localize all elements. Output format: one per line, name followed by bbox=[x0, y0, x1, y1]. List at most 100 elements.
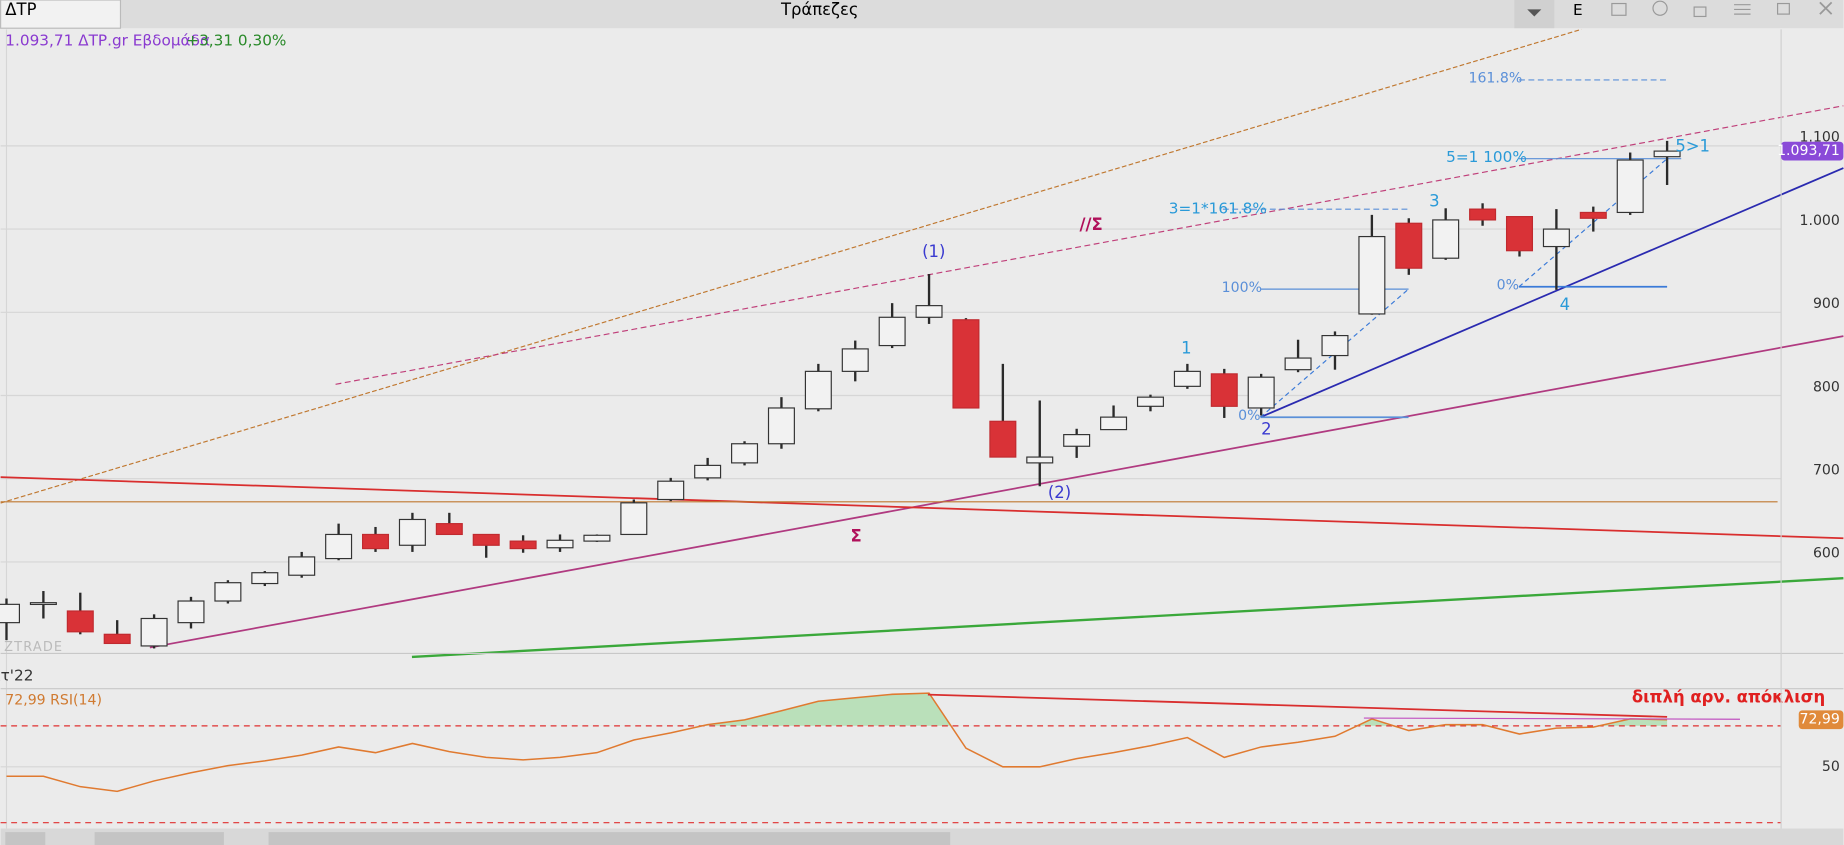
candle-body bbox=[1469, 208, 1497, 221]
candle-body bbox=[435, 523, 463, 536]
trend-line bbox=[0, 28, 1582, 504]
restore-icon[interactable] bbox=[1776, 2, 1790, 15]
channel-label: //Σ bbox=[1079, 215, 1102, 234]
menu-icon[interactable] bbox=[1734, 4, 1751, 15]
divergence-label: διπλή αρν. απόκλιση bbox=[1632, 688, 1825, 707]
trend-line bbox=[1260, 167, 1844, 419]
channel-label: Σ bbox=[851, 527, 862, 546]
x-tick-label: Οκτ'22 bbox=[0, 666, 33, 684]
candle-body bbox=[472, 533, 500, 546]
candle-body bbox=[1247, 376, 1275, 409]
candle-body bbox=[29, 602, 57, 606]
candle-body bbox=[103, 633, 131, 645]
window-title: Τράπεζες bbox=[780, 0, 859, 19]
candle-body bbox=[1542, 228, 1570, 248]
candle-body bbox=[251, 572, 279, 585]
marks bbox=[0, 140, 1782, 793]
fib-label: 5=1 100% bbox=[1446, 148, 1527, 166]
change-label: +3,31 0,30% bbox=[186, 32, 286, 50]
candle-body bbox=[1616, 159, 1644, 214]
tab[interactable] bbox=[268, 832, 951, 845]
fib-label: 0% bbox=[1497, 278, 1519, 294]
candle-body bbox=[398, 518, 426, 546]
y-tick-label: 600 bbox=[1813, 546, 1840, 562]
divergence-line bbox=[1363, 717, 1740, 720]
wave-label: (1) bbox=[922, 242, 945, 261]
candle-body bbox=[952, 319, 980, 409]
candle-body bbox=[657, 480, 685, 501]
candle-body bbox=[1063, 434, 1091, 447]
y-tick-label: 800 bbox=[1813, 379, 1840, 395]
y-tick-label: 900 bbox=[1813, 296, 1840, 312]
candle-body bbox=[177, 600, 205, 624]
candle-body bbox=[0, 603, 21, 624]
tab[interactable] bbox=[94, 832, 224, 845]
candle-body bbox=[1100, 416, 1128, 431]
candle-body bbox=[1321, 334, 1349, 357]
candle-body bbox=[1432, 219, 1460, 259]
price-tag-label: 1.093,71 bbox=[1777, 143, 1840, 159]
candle-body bbox=[546, 539, 574, 549]
quote-label: 1.093,71 ΔΤΡ.gr Εβδομάδα bbox=[5, 32, 210, 50]
fib-label: 3=1*161.8% bbox=[1169, 200, 1267, 218]
save-icon[interactable] bbox=[1611, 2, 1627, 16]
candle-body bbox=[583, 534, 611, 542]
candle-body bbox=[509, 540, 537, 550]
candle-body bbox=[1653, 150, 1681, 158]
dropdown-icon bbox=[1527, 9, 1542, 17]
y-tick-label: 700 bbox=[1813, 462, 1840, 478]
symbol-tab[interactable] bbox=[0, 0, 122, 29]
wave-label: 4 bbox=[1560, 295, 1570, 314]
candle-body bbox=[66, 610, 94, 633]
rsi-line bbox=[6, 692, 1668, 793]
y-tick-label: 50 bbox=[1822, 759, 1840, 775]
wave-label: (2) bbox=[1048, 483, 1071, 502]
wave-label: 2 bbox=[1261, 420, 1271, 439]
wave-label: 1 bbox=[1181, 339, 1191, 358]
candle-body bbox=[620, 502, 648, 536]
lock-icon[interactable] bbox=[1693, 6, 1707, 18]
candle-body bbox=[1136, 396, 1164, 407]
candle-body bbox=[325, 533, 353, 560]
y-tick-label: 1.000 bbox=[1800, 213, 1840, 229]
watermark: ZTRADE bbox=[4, 640, 63, 655]
candle-body bbox=[915, 305, 943, 318]
trend-line bbox=[411, 577, 1844, 659]
candle-body bbox=[989, 420, 1017, 458]
candle-body bbox=[288, 556, 316, 576]
candle-body bbox=[140, 617, 168, 647]
y-tick-label: 1.100 bbox=[1800, 130, 1840, 146]
period-button[interactable]: E bbox=[1573, 1, 1583, 19]
candle-body bbox=[1210, 373, 1238, 407]
tab[interactable] bbox=[5, 832, 46, 845]
candle-body bbox=[694, 464, 722, 479]
rsi-area bbox=[6, 693, 1668, 726]
candle-body bbox=[361, 533, 390, 550]
candle-body bbox=[804, 370, 832, 410]
candle-body bbox=[731, 443, 759, 464]
fib-label: 161.8% bbox=[1468, 71, 1522, 87]
symbol-tab-label: ΔΤΡ bbox=[5, 0, 36, 19]
wave-label: 3 bbox=[1429, 192, 1439, 211]
divergence-line bbox=[927, 693, 1668, 718]
fib-label: 100% bbox=[1222, 280, 1262, 296]
candle-body bbox=[841, 348, 869, 372]
close-icon[interactable] bbox=[1819, 1, 1833, 15]
trend-line bbox=[149, 335, 1844, 649]
candle-body bbox=[214, 582, 242, 602]
candle-body bbox=[1358, 235, 1386, 315]
candle-body bbox=[1505, 216, 1534, 252]
price-tag bbox=[1781, 141, 1844, 161]
trend-line bbox=[335, 105, 1844, 385]
rsi-label: 72,99 RSI(14) bbox=[5, 692, 102, 708]
candle-body bbox=[1395, 222, 1423, 269]
candle-body bbox=[1026, 456, 1054, 464]
candle-body bbox=[1284, 357, 1312, 371]
candle-body bbox=[767, 407, 795, 445]
quote-icon[interactable] bbox=[1652, 0, 1668, 16]
candle-body bbox=[878, 316, 906, 347]
toolbar bbox=[0, 0, 1844, 29]
value-tag-label: 72,99 bbox=[1800, 712, 1840, 728]
